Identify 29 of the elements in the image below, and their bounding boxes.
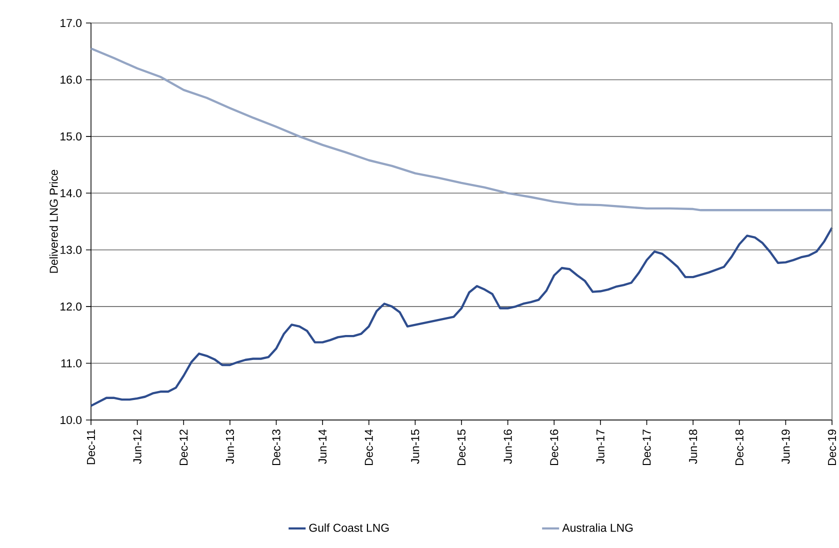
x-tick-label: Jun-19 [782, 430, 790, 464]
x-tick-label: Jun-14 [318, 429, 327, 464]
x-tick-label: Jun-16 [504, 430, 512, 464]
x-tick-label: Dec-12 [180, 430, 188, 466]
x-tick-label: Jun-18 [689, 430, 698, 464]
line-series [90, 47, 834, 212]
x-tick-label: Jun-13 [226, 430, 234, 464]
x-tick-label: Dec-17 [642, 430, 651, 466]
y-tick-label: 15.0 [60, 132, 82, 140]
y-tick-label: 11.0 [61, 359, 82, 368]
y-tick-label: 17.0 [60, 18, 82, 28]
y-axis-title: Delivered LNG Price [49, 170, 58, 273]
x-tick-label: Jun-15 [411, 430, 420, 464]
x-tick-label: Dec-19 [828, 430, 836, 466]
x-tick-label: Dec-18 [735, 430, 744, 466]
x-tick-label: Dec-16 [550, 430, 558, 466]
legend-label: Australia LNG [562, 523, 633, 532]
legend-label: Gulf Coast LNG [309, 523, 389, 532]
y-tick-label: 16.0 [60, 76, 82, 84]
x-tick-label: Dec-14 [364, 429, 373, 466]
x-tick-label: Dec-15 [458, 430, 466, 466]
x-tick-label: Jun-12 [133, 430, 142, 464]
y-tick-label: 12.0 [60, 302, 82, 311]
x-tick-label: Jun-17 [596, 430, 604, 464]
x-tick-label: Dec-13 [272, 430, 280, 466]
x-tick-label: Dec-11 [87, 430, 95, 464]
y-tick-label: 14.0 [60, 189, 82, 198]
y-tick-label: 13.0 [60, 246, 82, 254]
y-tick-label: 10.0 [60, 416, 82, 424]
